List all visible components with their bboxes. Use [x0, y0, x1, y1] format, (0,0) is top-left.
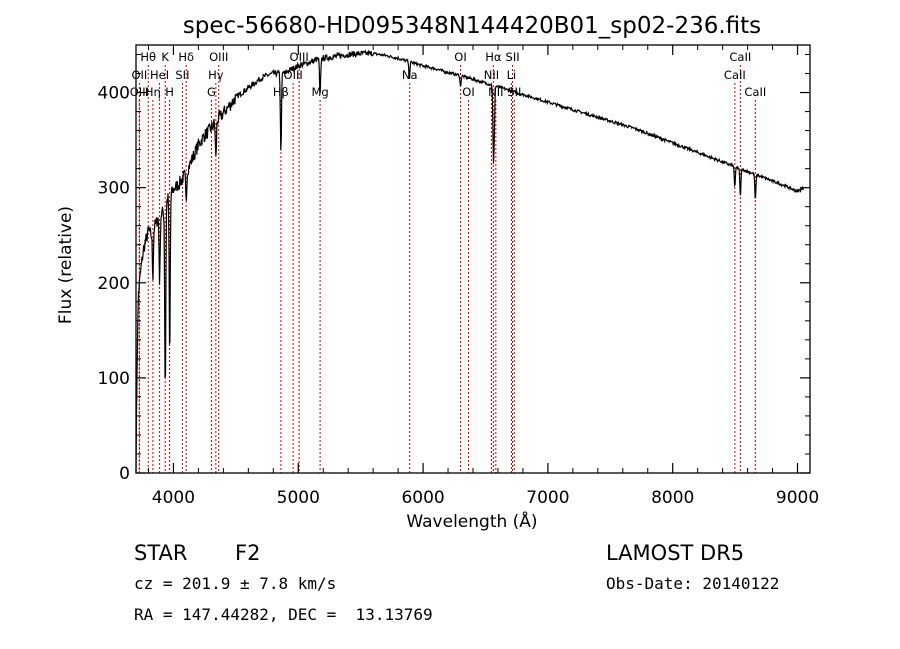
line-marker-label: H — [165, 85, 174, 99]
y-tick-label: 200 — [98, 274, 130, 294]
line-marker-label: NII — [484, 68, 499, 82]
line-marker-label: SII — [175, 68, 189, 82]
line-marker-label: SII — [507, 85, 521, 99]
x-tick-label: 9000 — [776, 488, 819, 508]
y-tick-label: 300 — [98, 179, 130, 199]
line-marker-label: SII — [506, 50, 520, 64]
line-marker-label: Hγ — [208, 68, 224, 82]
plot-frame — [135, 44, 811, 474]
coordinates: RA = 147.44282, DEC = 13.13769 — [134, 605, 433, 624]
x-tick-label: 7000 — [526, 488, 569, 508]
observation-date: Obs-Date: 20140122 — [606, 574, 780, 593]
y-tick-label: 400 — [98, 84, 130, 104]
line-marker-label: K — [161, 50, 169, 64]
y-tick-label: 100 — [98, 369, 130, 389]
line-marker-label: G — [207, 85, 216, 99]
line-marker-label: CaII — [724, 68, 746, 82]
line-marker-label: CaII — [729, 50, 751, 64]
line-marker-label: CaII — [744, 85, 766, 99]
line-marker-label: HeI — [150, 68, 169, 82]
x-axis: 4000 5000 6000 7000 8000 9000 — [147, 45, 819, 508]
chart-title: spec-56680-HD095348N144420B01_sp02-236.f… — [183, 13, 761, 39]
x-axis-label: Wavelength (Å) — [406, 510, 537, 532]
line-marker-label: Hθ — [140, 50, 156, 64]
line-marker-label: Hβ — [273, 85, 289, 99]
y-axis-label: Flux (relative) — [56, 206, 76, 324]
line-marker-label: Hδ — [178, 50, 194, 64]
spectrum-line — [135, 49, 805, 474]
object-class: STAR — [134, 541, 188, 565]
redshift-velocity: cz = 201.9 ± 7.8 km/s — [134, 574, 337, 593]
x-tick-label: 8000 — [651, 488, 694, 508]
line-marker-label: Hα — [485, 50, 502, 64]
y-tick-label: 0 — [119, 464, 130, 484]
x-tick-label: 6000 — [401, 488, 444, 508]
line-markers — [138, 65, 756, 473]
y-axis: 0 100 200 300 400 — [98, 54, 810, 484]
line-marker-label: OI — [454, 50, 466, 64]
x-tick-label: 4000 — [152, 488, 195, 508]
line-marker-label: Hη — [145, 85, 161, 99]
line-marker-label: Li — [507, 68, 517, 82]
x-tick-label: 5000 — [277, 488, 320, 508]
object-subclass: F2 — [235, 541, 261, 565]
line-marker-label: OIII — [209, 50, 228, 64]
line-marker-label: OI — [462, 85, 474, 99]
line-marker-label: OII — [131, 68, 147, 82]
survey-name: LAMOST DR5 — [606, 541, 745, 565]
